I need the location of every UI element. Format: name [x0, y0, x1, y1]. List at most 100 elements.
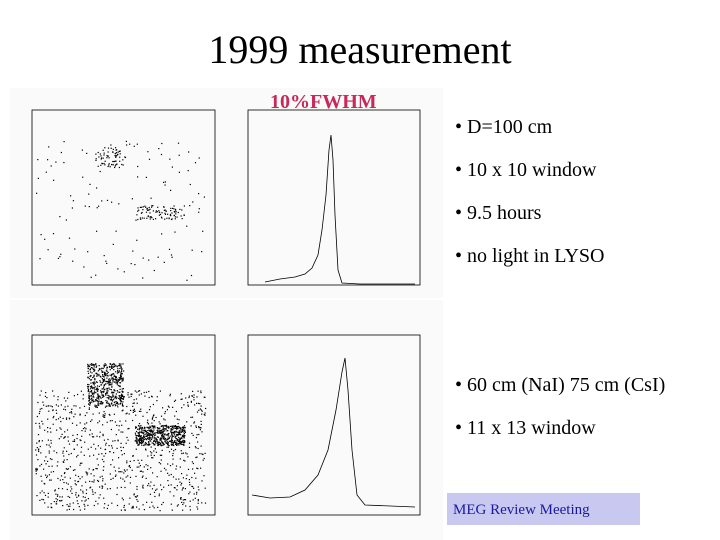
- dot: [136, 495, 138, 497]
- dot: [103, 411, 105, 413]
- dot: [145, 442, 147, 444]
- dot: [60, 436, 62, 438]
- dot: [37, 459, 39, 461]
- dot: [39, 425, 41, 427]
- dot: [149, 212, 151, 214]
- dot: [97, 387, 99, 389]
- dot: [126, 144, 128, 146]
- dot: [198, 426, 200, 428]
- dot: [142, 206, 144, 208]
- dot: [100, 397, 102, 399]
- dot: [102, 396, 104, 398]
- dot: [147, 427, 149, 429]
- dot: [108, 398, 110, 400]
- dot: [93, 384, 95, 386]
- dot: [122, 380, 124, 382]
- dot: [111, 447, 113, 449]
- dot: [141, 211, 143, 214]
- dot: [178, 440, 180, 442]
- dot: [119, 398, 121, 401]
- dot: [56, 495, 59, 497]
- dot: [196, 434, 198, 436]
- dot: [176, 438, 178, 440]
- dot: [95, 366, 97, 368]
- dot: [38, 450, 40, 453]
- dot: [159, 423, 161, 425]
- dot: [70, 195, 72, 197]
- dot: [131, 393, 133, 395]
- dot: [80, 446, 83, 448]
- dot: [91, 393, 93, 395]
- dot: [110, 384, 112, 386]
- dot: [118, 203, 120, 205]
- dot: [90, 386, 92, 388]
- dot: [186, 279, 188, 281]
- dot: [135, 398, 138, 400]
- dot: [155, 416, 157, 419]
- dot: [79, 462, 82, 464]
- dot: [151, 438, 153, 440]
- dot: [85, 499, 87, 501]
- dot: [105, 400, 107, 402]
- dot: [114, 152, 117, 154]
- dot: [181, 407, 183, 409]
- dot: [52, 471, 55, 473]
- dot: [82, 398, 84, 400]
- dot: [138, 440, 140, 442]
- dot: [120, 374, 122, 376]
- dot: [188, 151, 190, 153]
- dot: [172, 429, 174, 431]
- dot: [72, 260, 74, 262]
- dot: [96, 405, 98, 407]
- dot: [117, 268, 119, 270]
- dot: [95, 467, 97, 470]
- dot: [201, 480, 203, 482]
- dot: [164, 181, 166, 183]
- dot: [39, 427, 41, 429]
- dot: [151, 422, 153, 424]
- dot: [118, 471, 120, 473]
- dot: [196, 506, 198, 508]
- dot: [78, 506, 80, 508]
- dot: [153, 443, 155, 446]
- dot: [173, 444, 175, 447]
- dot: [199, 408, 201, 410]
- dot: [157, 430, 159, 432]
- dot: [148, 390, 150, 393]
- dot: [164, 439, 166, 441]
- dot: [97, 403, 99, 405]
- dot: [158, 211, 161, 214]
- dot: [140, 410, 142, 412]
- dot: [140, 442, 142, 444]
- dot: [148, 396, 150, 399]
- dot: [82, 496, 84, 498]
- dot: [91, 364, 94, 366]
- dot: [50, 471, 52, 473]
- dot: [102, 478, 104, 480]
- dot: [186, 474, 188, 476]
- dot: [110, 396, 112, 398]
- dot: [108, 381, 110, 383]
- dot: [157, 506, 159, 508]
- dot: [45, 456, 47, 458]
- dot: [140, 431, 142, 433]
- dot: [112, 440, 114, 442]
- dot: [176, 418, 178, 420]
- dot: [172, 207, 174, 209]
- dot: [150, 446, 152, 448]
- dot: [188, 442, 191, 444]
- dot: [122, 446, 124, 449]
- dot: [163, 429, 165, 431]
- dot: [120, 400, 122, 402]
- dot: [59, 496, 61, 498]
- dot: [104, 363, 106, 365]
- dot: [154, 432, 156, 434]
- dot: [157, 256, 159, 258]
- dot: [171, 434, 173, 436]
- dot: [152, 442, 154, 444]
- dot: [143, 437, 145, 439]
- dot: [88, 407, 90, 409]
- dot: [66, 488, 68, 491]
- dot: [138, 508, 140, 510]
- dot: [100, 403, 102, 405]
